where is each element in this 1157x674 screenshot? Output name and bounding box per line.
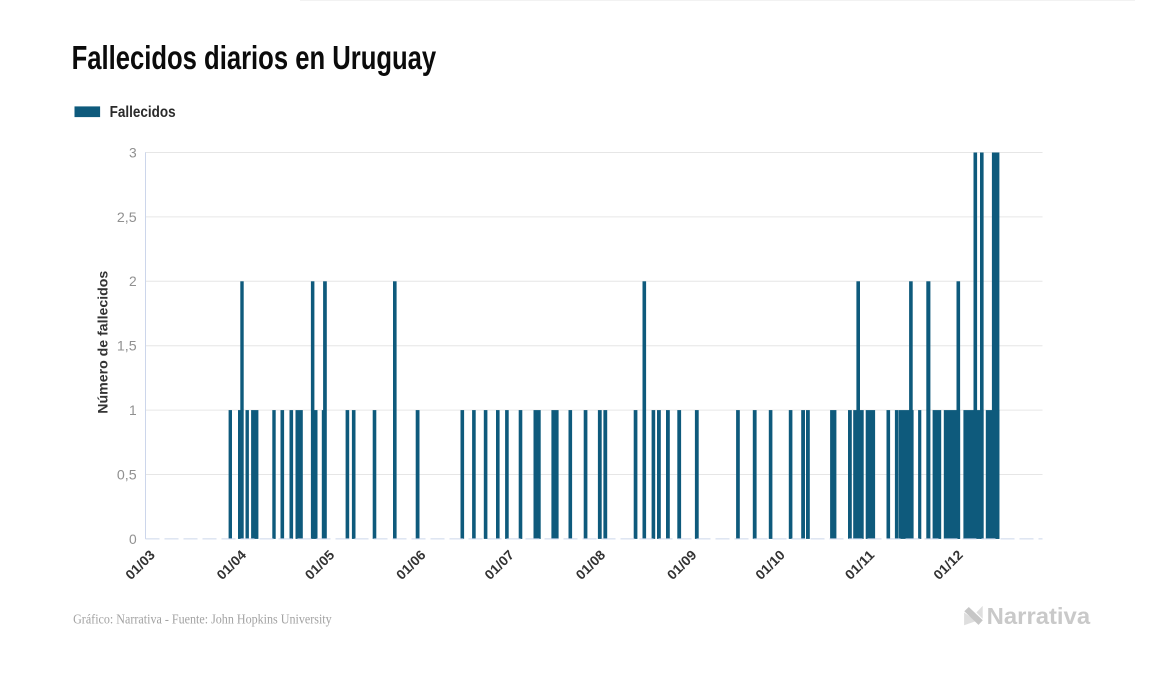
svg-text:0,5: 0,5 xyxy=(117,467,137,482)
svg-text:0: 0 xyxy=(129,532,137,547)
svg-text:3: 3 xyxy=(129,145,137,160)
svg-text:2: 2 xyxy=(129,274,137,289)
svg-text:1,5: 1,5 xyxy=(117,339,137,354)
svg-text:1: 1 xyxy=(129,403,137,418)
svg-text:Fallecidos diarios en Uruguay: Fallecidos diarios en Uruguay xyxy=(72,39,437,76)
svg-text:Número de fallecidos: Número de fallecidos xyxy=(96,270,111,413)
svg-text:2,5: 2,5 xyxy=(117,210,137,225)
svg-text:Fallecidos: Fallecidos xyxy=(110,104,176,121)
svg-text:Narrativa: Narrativa xyxy=(987,603,1091,629)
svg-text:Gráfico: Narrativa - Fuente: J: Gráfico: Narrativa - Fuente: John Hopkin… xyxy=(73,611,332,626)
